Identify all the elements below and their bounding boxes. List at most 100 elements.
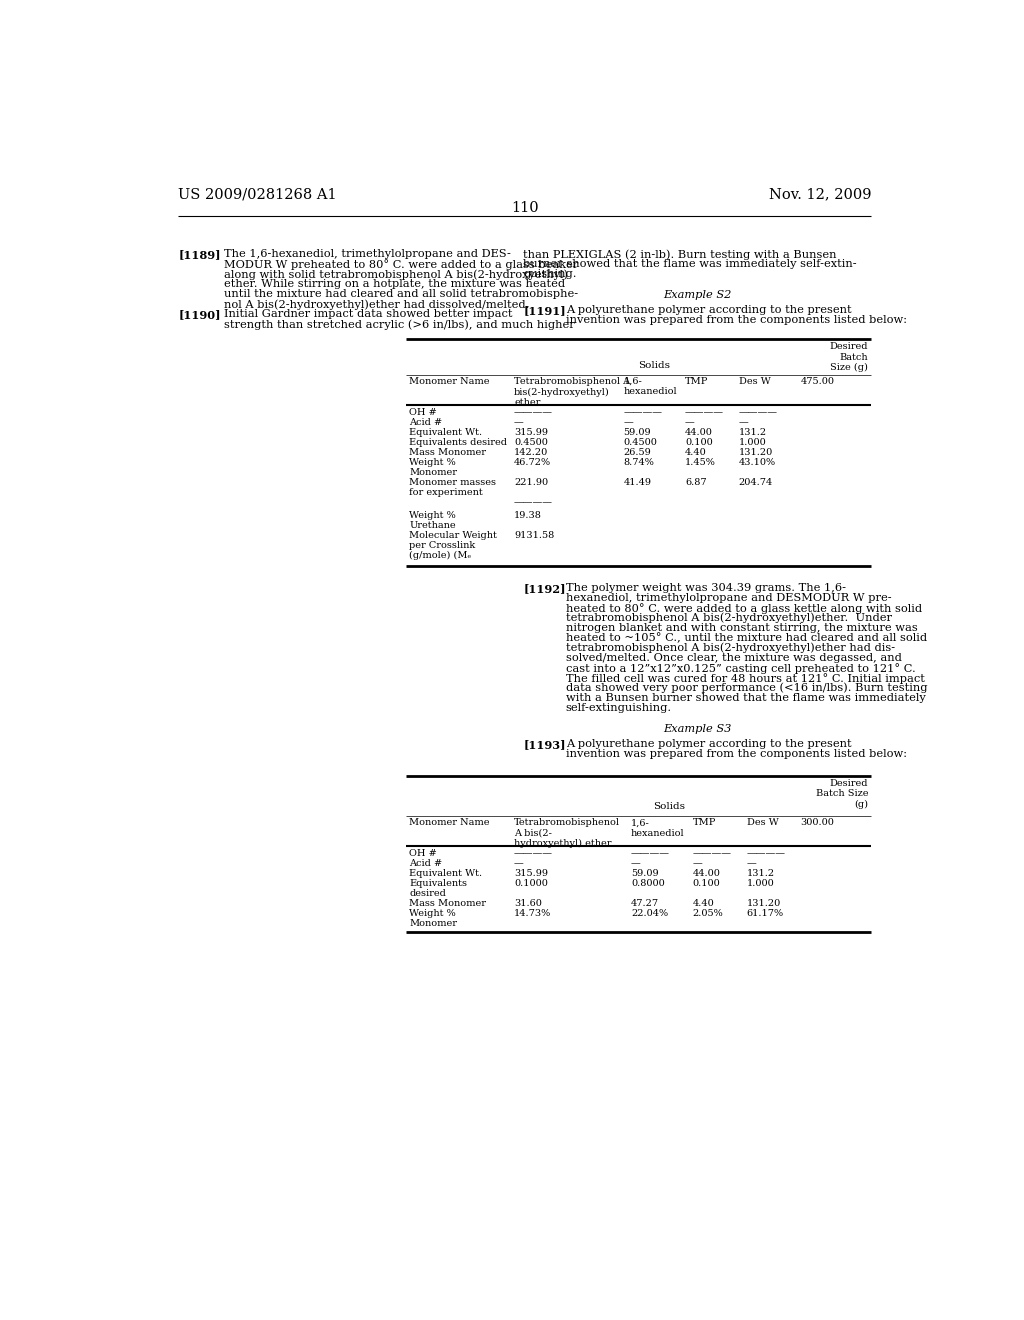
Text: TMP: TMP <box>685 378 709 385</box>
Text: 315.99: 315.99 <box>514 428 548 437</box>
Text: (g/mole) (Mₑ: (g/mole) (Mₑ <box>410 552 471 560</box>
Text: 0.1000: 0.1000 <box>514 879 548 888</box>
Text: 41.49: 41.49 <box>624 478 651 487</box>
Text: MODUR W preheated to 80° C. were added to a glass beaker: MODUR W preheated to 80° C. were added t… <box>224 259 579 271</box>
Text: cast into a 12”x12”x0.125” casting cell preheated to 121° C.: cast into a 12”x12”x0.125” casting cell … <box>565 663 915 673</box>
Text: Molecular Weight: Molecular Weight <box>410 531 498 540</box>
Text: 0.4500: 0.4500 <box>624 438 657 447</box>
Text: 0.4500: 0.4500 <box>514 438 548 447</box>
Text: until the mixture had cleared and all solid tetrabromobisphe-: until the mixture had cleared and all so… <box>224 289 579 300</box>
Text: Monomer: Monomer <box>410 919 458 928</box>
Text: ————: ———— <box>624 408 663 417</box>
Text: Solids: Solids <box>638 360 670 370</box>
Text: invention was prepared from the components listed below:: invention was prepared from the componen… <box>565 748 906 759</box>
Text: 2.05%: 2.05% <box>692 909 723 919</box>
Text: heated to 80° C. were added to a glass kettle along with solid: heated to 80° C. were added to a glass k… <box>565 603 922 614</box>
Text: —: — <box>631 859 641 869</box>
Text: 131.20: 131.20 <box>739 447 773 457</box>
Text: 221.90: 221.90 <box>514 478 548 487</box>
Text: solved/melted. Once clear, the mixture was degassed, and: solved/melted. Once clear, the mixture w… <box>565 653 901 663</box>
Text: heated to ~105° C., until the mixture had cleared and all solid: heated to ~105° C., until the mixture ha… <box>565 632 927 643</box>
Text: 1.000: 1.000 <box>746 879 774 888</box>
Text: 0.8000: 0.8000 <box>631 879 665 888</box>
Text: 22.04%: 22.04% <box>631 909 669 919</box>
Text: Monomer Name: Monomer Name <box>410 818 489 828</box>
Text: —: — <box>692 859 702 869</box>
Text: 4.40: 4.40 <box>692 899 715 908</box>
Text: Example S3: Example S3 <box>664 723 731 734</box>
Text: nol A bis(2-hydroxyethyl)ether had dissolved/melted.: nol A bis(2-hydroxyethyl)ether had disso… <box>224 300 529 310</box>
Text: ————: ———— <box>692 849 732 858</box>
Text: 131.2: 131.2 <box>746 869 775 878</box>
Text: ————: ———— <box>746 849 785 858</box>
Text: 47.27: 47.27 <box>631 899 659 908</box>
Text: 14.73%: 14.73% <box>514 909 551 919</box>
Text: A polyurethane polymer according to the present: A polyurethane polymer according to the … <box>565 739 851 748</box>
Text: OH #: OH # <box>410 849 437 858</box>
Text: nitrogen blanket and with constant stirring, the mixture was: nitrogen blanket and with constant stirr… <box>565 623 918 632</box>
Text: 44.00: 44.00 <box>692 869 721 878</box>
Text: Tetrabromobisphenol
A bis(2-
hydroxyethyl) ether: Tetrabromobisphenol A bis(2- hydroxyethy… <box>514 818 620 849</box>
Text: 110: 110 <box>511 201 539 215</box>
Text: 1.45%: 1.45% <box>685 458 716 467</box>
Text: Initial Gardner impact data showed better impact: Initial Gardner impact data showed bette… <box>224 309 513 319</box>
Text: Example S2: Example S2 <box>664 290 731 300</box>
Text: per Crosslink: per Crosslink <box>410 541 475 550</box>
Text: invention was prepared from the components listed below:: invention was prepared from the componen… <box>565 315 906 326</box>
Text: ether. While stirring on a hotplate, the mixture was heated: ether. While stirring on a hotplate, the… <box>224 280 565 289</box>
Text: Weight %: Weight % <box>410 909 456 919</box>
Text: Acid #: Acid # <box>410 859 442 869</box>
Text: Desired
Batch Size
(g): Desired Batch Size (g) <box>816 779 868 809</box>
Text: —: — <box>514 859 523 869</box>
Text: —: — <box>624 418 633 426</box>
Text: Monomer masses: Monomer masses <box>410 478 497 487</box>
Text: ————: ———— <box>514 849 553 858</box>
Text: 4.40: 4.40 <box>685 447 707 457</box>
Text: 1.000: 1.000 <box>739 438 767 447</box>
Text: 204.74: 204.74 <box>739 478 773 487</box>
Text: 31.60: 31.60 <box>514 899 542 908</box>
Text: ————: ———— <box>514 408 553 417</box>
Text: data showed very poor performance (<16 in/lbs). Burn testing: data showed very poor performance (<16 i… <box>565 682 927 693</box>
Text: Tetrabromobisphenol A
bis(2-hydroxyethyl)
ether: Tetrabromobisphenol A bis(2-hydroxyethyl… <box>514 378 630 407</box>
Text: tetrabromobisphenol A bis(2-hydroxyethyl)ether.  Under: tetrabromobisphenol A bis(2-hydroxyethyl… <box>565 612 892 623</box>
Text: The 1,6-hexanediol, trimethylolpropane and DES-: The 1,6-hexanediol, trimethylolpropane a… <box>224 249 511 259</box>
Text: Des W: Des W <box>739 378 771 385</box>
Text: Weight %: Weight % <box>410 511 456 520</box>
Text: ————: ———— <box>685 408 724 417</box>
Text: The filled cell was cured for 48 hours at 121° C. Initial impact: The filled cell was cured for 48 hours a… <box>565 673 925 684</box>
Text: —: — <box>685 418 694 426</box>
Text: 59.09: 59.09 <box>631 869 658 878</box>
Text: tetrabromobisphenol A bis(2-hydroxyethyl)ether had dis-: tetrabromobisphenol A bis(2-hydroxyethyl… <box>565 643 895 653</box>
Text: —: — <box>746 859 757 869</box>
Text: 131.20: 131.20 <box>746 899 781 908</box>
Text: The polymer weight was 304.39 grams. The 1,6-: The polymer weight was 304.39 grams. The… <box>565 582 846 593</box>
Text: [1193]: [1193] <box>523 739 565 750</box>
Text: 26.59: 26.59 <box>624 447 651 457</box>
Text: than PLEXIGLAS (2 in-lb). Burn testing with a Bunsen: than PLEXIGLAS (2 in-lb). Burn testing w… <box>523 249 837 260</box>
Text: Monomer Name: Monomer Name <box>410 378 489 385</box>
Text: 475.00: 475.00 <box>801 378 835 385</box>
Text: US 2009/0281268 A1: US 2009/0281268 A1 <box>178 187 337 202</box>
Text: 0.100: 0.100 <box>685 438 713 447</box>
Text: 142.20: 142.20 <box>514 447 548 457</box>
Text: Urethane: Urethane <box>410 521 456 531</box>
Text: Des W: Des W <box>746 818 778 828</box>
Text: Acid #: Acid # <box>410 418 442 426</box>
Text: along with solid tetrabromobisphenol A bis(2-hydroxyethyl): along with solid tetrabromobisphenol A b… <box>224 269 568 280</box>
Text: Mass Monomer: Mass Monomer <box>410 447 486 457</box>
Text: ————: ———— <box>514 498 553 507</box>
Text: ————: ———— <box>631 849 670 858</box>
Text: Equivalents desired: Equivalents desired <box>410 438 507 447</box>
Text: Nov. 12, 2009: Nov. 12, 2009 <box>769 187 871 202</box>
Text: Monomer: Monomer <box>410 469 458 477</box>
Text: Equivalents: Equivalents <box>410 879 467 888</box>
Text: desired: desired <box>410 890 446 898</box>
Text: hexanediol, trimethylolpropane and DESMODUR W pre-: hexanediol, trimethylolpropane and DESMO… <box>565 593 891 603</box>
Text: 300.00: 300.00 <box>801 818 835 828</box>
Text: 315.99: 315.99 <box>514 869 548 878</box>
Text: 46.72%: 46.72% <box>514 458 551 467</box>
Text: 131.2: 131.2 <box>739 428 767 437</box>
Text: strength than stretched acrylic (>6 in/lbs), and much higher: strength than stretched acrylic (>6 in/l… <box>224 319 575 330</box>
Text: 8.74%: 8.74% <box>624 458 654 467</box>
